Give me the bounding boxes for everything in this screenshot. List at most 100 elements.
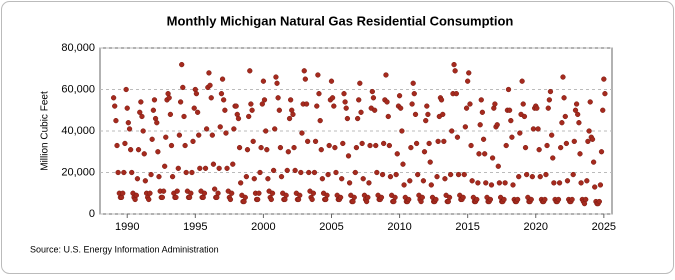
data-point	[258, 144, 264, 151]
data-point	[224, 165, 230, 172]
data-point	[577, 151, 583, 157]
data-point	[442, 176, 448, 182]
data-point	[290, 111, 296, 118]
data-point	[411, 91, 417, 97]
data-point	[222, 107, 228, 113]
data-point	[573, 101, 580, 107]
data-point	[519, 78, 525, 84]
data-point	[466, 70, 472, 76]
data-point	[559, 120, 565, 126]
data-point	[346, 180, 353, 186]
data-point	[451, 61, 457, 68]
data-point	[163, 134, 169, 140]
data-point	[311, 169, 318, 176]
data-point	[453, 91, 460, 97]
data-point	[223, 130, 229, 136]
data-point	[555, 196, 562, 203]
data-point	[139, 113, 145, 120]
data-point	[249, 107, 255, 113]
data-point	[492, 101, 498, 107]
data-point	[168, 142, 175, 149]
data-point	[529, 174, 535, 180]
data-point	[256, 190, 262, 196]
data-point	[276, 107, 282, 113]
data-point	[589, 136, 596, 142]
data-point	[125, 120, 131, 126]
data-point	[509, 134, 515, 140]
data-point	[208, 95, 214, 101]
data-point	[556, 180, 563, 186]
data-point	[399, 128, 405, 134]
data-point	[542, 196, 548, 203]
data-point	[275, 95, 281, 101]
data-point	[419, 194, 425, 201]
data-point	[112, 103, 118, 109]
data-point	[121, 169, 127, 176]
data-point	[215, 190, 221, 196]
data-point	[235, 115, 242, 122]
data-point	[583, 196, 589, 203]
data-point	[516, 174, 522, 180]
x-tick-label: 2025	[592, 221, 616, 233]
data-point	[441, 138, 447, 145]
data-point	[433, 196, 439, 203]
data-point	[305, 138, 311, 145]
data-point	[257, 169, 263, 176]
data-point	[238, 180, 244, 186]
data-point	[302, 76, 308, 82]
data-point	[142, 178, 148, 184]
data-point	[572, 107, 579, 113]
data-point	[194, 109, 201, 115]
data-point	[523, 171, 530, 178]
data-point	[452, 68, 458, 74]
data-point	[255, 196, 261, 203]
data-point	[428, 182, 434, 188]
data-point	[547, 88, 554, 95]
y-tick-label: 20,000	[61, 166, 95, 178]
data-point	[463, 105, 470, 111]
data-point	[354, 115, 361, 122]
data-point	[277, 144, 284, 151]
data-point	[412, 111, 419, 118]
data-point	[332, 144, 338, 151]
data-point	[549, 132, 555, 138]
data-point	[393, 171, 399, 178]
data-point	[149, 136, 155, 142]
data-point	[474, 196, 480, 203]
data-point	[160, 188, 167, 194]
data-point	[392, 194, 398, 201]
data-point	[268, 196, 274, 203]
data-point	[560, 74, 566, 80]
data-point	[351, 194, 357, 201]
data-point	[558, 144, 564, 151]
data-point	[340, 140, 346, 147]
data-point	[287, 97, 294, 103]
data-point	[478, 97, 484, 103]
data-point	[410, 80, 416, 86]
data-point	[135, 147, 142, 153]
data-point	[598, 149, 605, 155]
data-point	[210, 161, 217, 167]
data-point	[440, 111, 446, 118]
data-point	[150, 107, 157, 113]
data-point	[309, 196, 315, 203]
data-point	[600, 107, 606, 113]
data-point	[246, 113, 252, 120]
data-point	[124, 105, 130, 111]
data-point	[337, 194, 344, 201]
data-point	[506, 107, 513, 113]
data-point	[317, 117, 323, 124]
x-tick-label: 2010	[387, 221, 411, 233]
data-point	[366, 180, 372, 186]
data-point	[312, 138, 319, 145]
data-point	[415, 171, 421, 178]
data-point	[534, 105, 540, 111]
data-point	[227, 196, 234, 203]
data-point	[177, 99, 184, 105]
data-point	[434, 174, 440, 180]
data-point	[438, 97, 445, 103]
data-point	[326, 142, 332, 149]
data-point	[148, 171, 154, 178]
data-point	[188, 190, 194, 196]
